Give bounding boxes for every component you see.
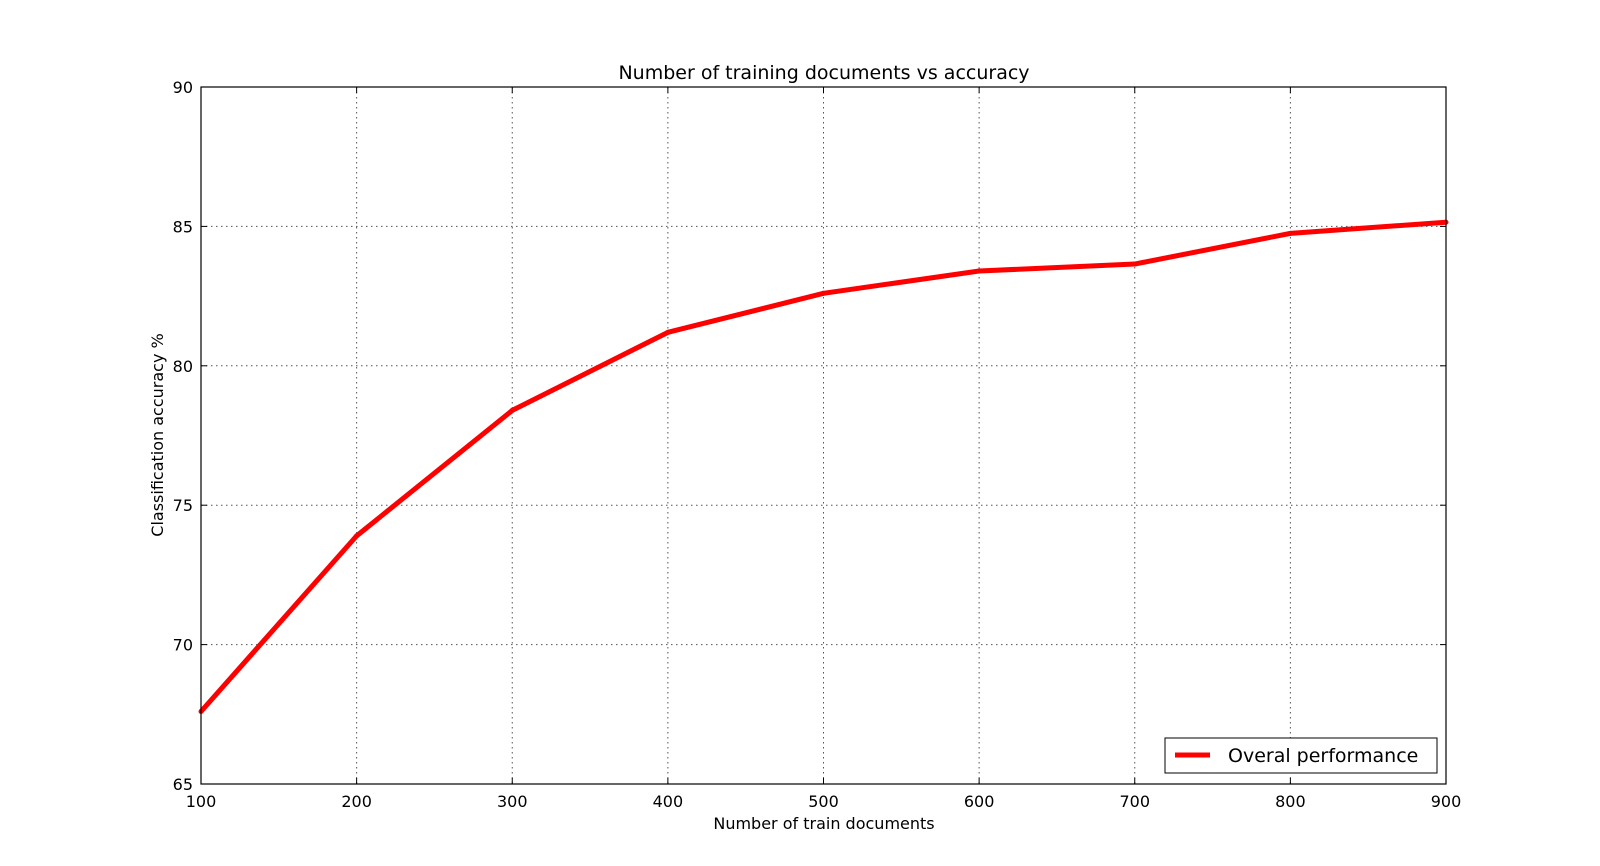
y-axis-label: Classification accuracy % <box>148 333 167 536</box>
data-point <box>976 268 982 274</box>
x-axis-label: Number of train documents <box>713 814 934 833</box>
grid <box>201 87 1446 784</box>
x-tick-label: 400 <box>653 792 684 811</box>
legend: Overal performance <box>1164 737 1438 774</box>
x-tick-label: 800 <box>1275 792 1306 811</box>
y-tick-label: 80 <box>173 357 193 376</box>
axis-ticks: 100 200 300 400 500 600 700 800 900 65 70 75 80 85 90 <box>173 78 1462 811</box>
x-tick-label: 100 <box>186 792 217 811</box>
x-tick-label: 300 <box>497 792 528 811</box>
series-layer <box>198 219 1449 715</box>
x-tick-label: 700 <box>1119 792 1150 811</box>
data-point <box>1287 230 1293 236</box>
chart-title: Number of training documents vs accuracy <box>618 62 1029 84</box>
legend-frame <box>1164 737 1438 774</box>
y-tick-label: 75 <box>173 496 193 515</box>
x-tick-label: 900 <box>1431 792 1462 811</box>
data-point <box>665 329 671 335</box>
x-tick-label: 600 <box>964 792 995 811</box>
data-point <box>509 407 515 413</box>
y-tick-label: 65 <box>173 775 193 794</box>
data-point <box>354 533 360 539</box>
data-point <box>1132 261 1138 267</box>
x-tick-label: 500 <box>808 792 839 811</box>
legend-label-overal-performance: Overal performance <box>1228 745 1418 767</box>
y-tick-label: 85 <box>173 217 193 236</box>
y-tick-label: 70 <box>173 636 193 655</box>
data-point <box>821 290 826 296</box>
x-tick-label: 200 <box>341 792 372 811</box>
y-tick-label: 90 <box>173 78 193 97</box>
